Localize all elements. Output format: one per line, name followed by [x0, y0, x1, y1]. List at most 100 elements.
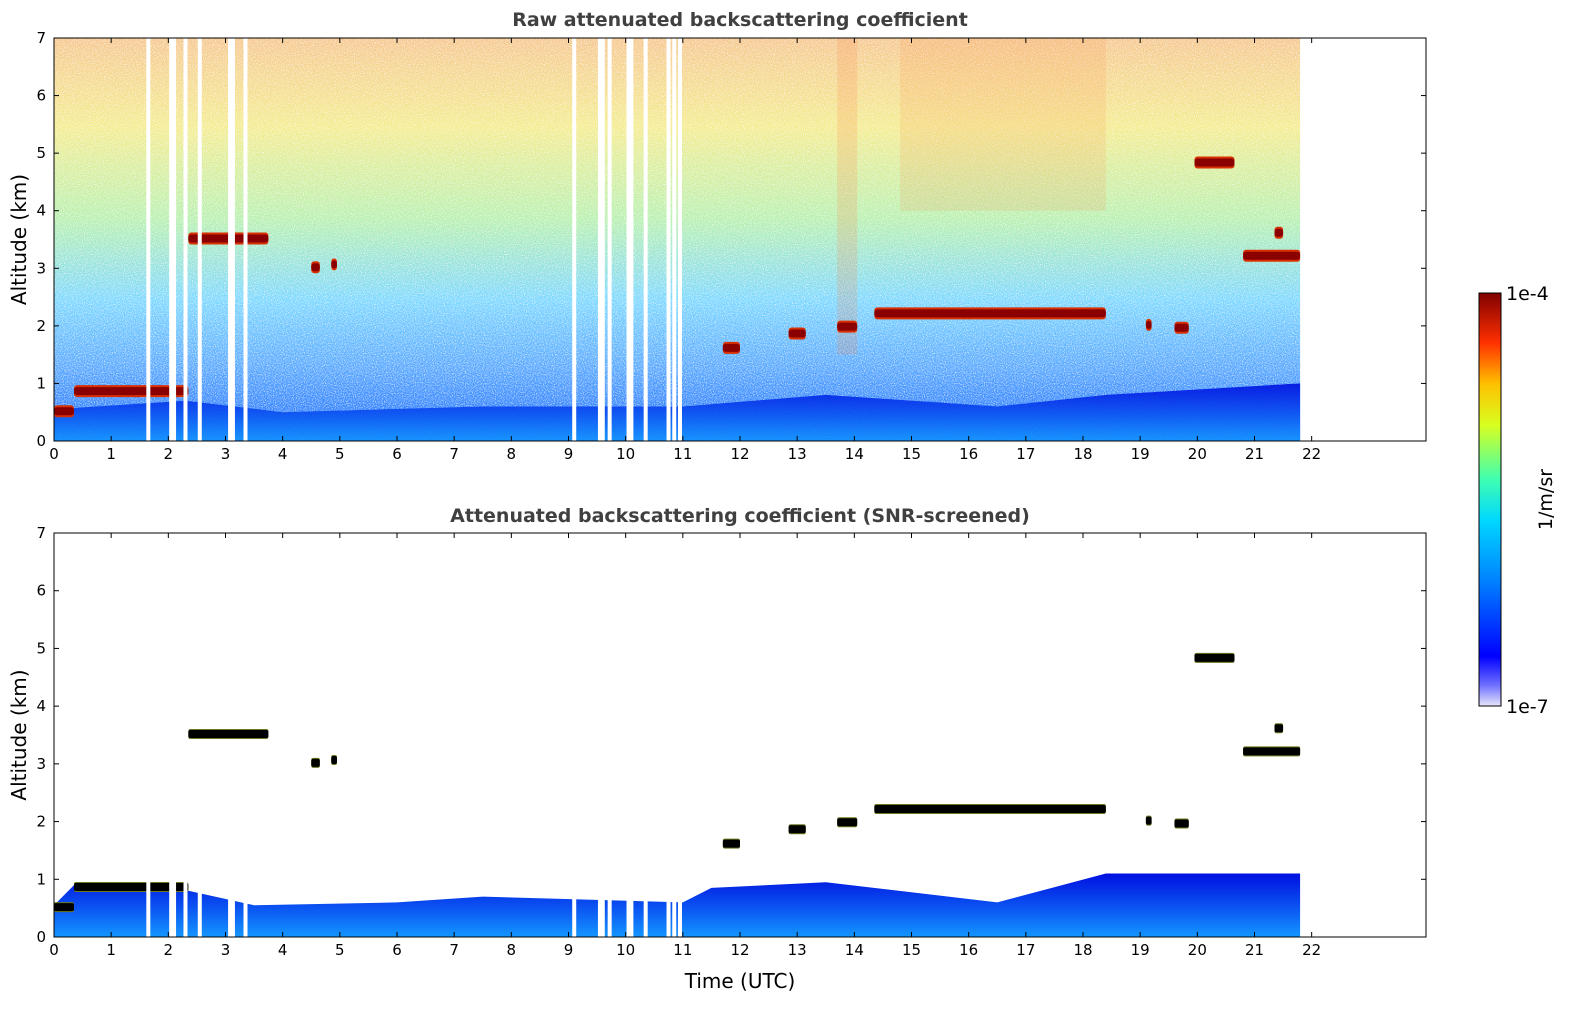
missing-data-gap [607, 38, 612, 441]
x-tick-label: 0 [49, 941, 59, 959]
y-tick-label: 6 [36, 87, 46, 105]
y-tick-label: 0 [36, 928, 46, 946]
missing-data-gap [197, 879, 202, 937]
cloud-layer [1174, 323, 1189, 332]
missing-data-gap [230, 879, 235, 937]
x-tick-label: 15 [902, 445, 921, 463]
y-tick-label: 0 [36, 432, 46, 450]
x-tick-label: 17 [1016, 941, 1035, 959]
heatmap-field [54, 38, 1301, 441]
screened-panel-title: Attenuated backscattering coefficient (S… [450, 505, 1030, 527]
missing-data-gap [197, 38, 202, 441]
missing-data-gap [146, 879, 151, 937]
x-tick-label: 0 [49, 445, 59, 463]
x-tick-label: 21 [1245, 445, 1264, 463]
y-tick-label: 6 [36, 582, 46, 600]
cloud-layer [74, 387, 189, 396]
missing-data-gap [626, 879, 631, 937]
x-tick-label: 8 [507, 445, 517, 463]
missing-data-gap [243, 879, 248, 937]
cloud-layer [837, 818, 858, 827]
x-tick-label: 5 [335, 445, 345, 463]
missing-data-gap [629, 38, 634, 441]
x-tick-label: 3 [221, 941, 231, 959]
screened-axes: 0 1 2 3 4 5 6 7 8 9 10 11 12 13 14 15 16 17 18 19 20 21 220123… [36, 524, 1427, 959]
x-tick-label: 12 [730, 445, 749, 463]
screened-y-axis-label: Altitude (km) [7, 669, 31, 800]
x-tick-label: 4 [278, 445, 288, 463]
missing-data-gap [666, 879, 671, 937]
cloud-layer [1243, 251, 1301, 260]
y-tick-label: 5 [36, 144, 46, 162]
boundary-layer [54, 383, 1301, 441]
cloud-layer [788, 825, 806, 834]
y-tick-label: 4 [36, 202, 46, 220]
raw-backscatter-panel: Raw attenuated backscattering coefficien… [7, 9, 1427, 463]
x-tick-label: 20 [1188, 941, 1207, 959]
missing-data-gap [597, 38, 602, 441]
x-tick-label: 9 [564, 941, 574, 959]
missing-data-gap [183, 38, 188, 441]
cloud-layer [331, 260, 337, 269]
colorbar-max-label: 1e-4 [1506, 283, 1549, 305]
y-tick-label: 2 [36, 317, 46, 335]
cloud-layer [74, 882, 189, 891]
x-tick-label: 1 [106, 941, 116, 959]
missing-data-gap [643, 38, 648, 441]
missing-data-gap [677, 879, 682, 937]
raw-panel-title: Raw attenuated backscattering coefficien… [512, 9, 968, 31]
cloud-layer [722, 839, 740, 848]
x-tick-label: 16 [959, 445, 978, 463]
x-tick-label: 18 [1073, 445, 1092, 463]
x-tick-label: 22 [1302, 941, 1321, 959]
x-tick-label: 20 [1188, 445, 1207, 463]
x-tick-label: 10 [616, 445, 635, 463]
missing-data-gap [643, 879, 648, 937]
x-tick-label: 13 [788, 941, 807, 959]
y-tick-label: 3 [36, 259, 46, 277]
x-tick-label: 11 [673, 445, 692, 463]
y-tick-label: 4 [36, 697, 46, 715]
cloud-layer [311, 758, 320, 767]
x-tick-label: 8 [507, 941, 517, 959]
missing-data-gap [228, 879, 233, 937]
x-tick-label: 5 [335, 941, 345, 959]
missing-data-gap [572, 38, 577, 441]
missing-data-gap [169, 38, 174, 441]
missing-data-gap [172, 38, 177, 441]
missing-data-gap [626, 38, 631, 441]
screened-backscatter-panel: Attenuated backscattering coefficient (S… [7, 505, 1427, 993]
colorbar: 1e-4 1e-7 1/m/sr [1478, 283, 1557, 718]
cloud-layer [311, 263, 320, 272]
cloud-layer [874, 309, 1106, 318]
screened-plot-area [54, 652, 1301, 937]
raw-axes: 0 1 2 3 4 5 6 7 8 9 10 11 12 13 14 15 16 17 18 19 20 21 220123… [36, 29, 1427, 463]
x-tick-label: 10 [616, 941, 635, 959]
missing-data-gap [672, 879, 677, 937]
cloud-layer [1145, 320, 1152, 329]
y-tick-label: 7 [36, 29, 46, 47]
x-tick-label: 2 [164, 941, 174, 959]
missing-data-gap [169, 879, 174, 937]
missing-data-gap [228, 38, 233, 441]
cloud-layer [331, 755, 337, 764]
missing-data-gap [600, 38, 605, 441]
x-tick-label: 9 [564, 445, 574, 463]
x-tick-label: 22 [1302, 445, 1321, 463]
x-tick-label: 19 [1131, 445, 1150, 463]
y-tick-label: 3 [36, 755, 46, 773]
missing-data-gap [677, 38, 682, 441]
y-tick-label: 1 [36, 374, 46, 392]
x-tick-label: 6 [392, 445, 402, 463]
missing-data-gap [183, 879, 188, 937]
missing-data-gap [607, 879, 612, 937]
x-tick-label: 6 [392, 941, 402, 959]
x-tick-label: 15 [902, 941, 921, 959]
missing-data-gap [629, 879, 634, 937]
missing-data-gap [672, 38, 677, 441]
cloud-layer [1194, 653, 1235, 662]
x-tick-label: 14 [845, 445, 864, 463]
x-tick-label: 21 [1245, 941, 1264, 959]
colorbar-gradient [1478, 292, 1502, 707]
